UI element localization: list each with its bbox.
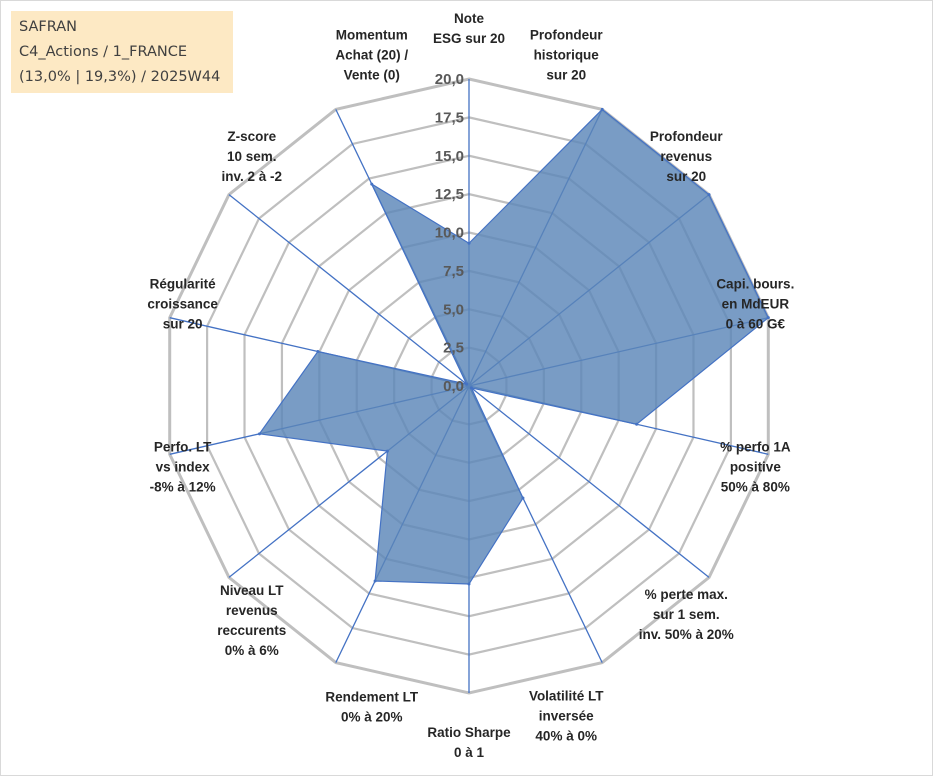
tick-label: 12,5: [435, 186, 464, 203]
tick-label: 10,0: [435, 225, 464, 242]
data-point: [373, 579, 377, 583]
category-label-line: % perfo 1A: [720, 440, 791, 455]
category-label-line: Régularité: [150, 276, 217, 291]
category-label-line: positive: [730, 460, 782, 475]
data-point: [316, 350, 320, 354]
data-point: [635, 422, 639, 426]
category-label-line: revenus: [226, 603, 278, 618]
data-point: [467, 241, 471, 245]
data-point: [257, 432, 261, 436]
data-point: [600, 107, 604, 111]
tick-label: 7,5: [443, 263, 464, 280]
category-label: Note ESG sur 20: [433, 11, 505, 46]
category-label-line: reccurents: [217, 623, 286, 638]
category-label-line: Z-score: [227, 129, 276, 144]
category-label-line: Ratio Sharpe: [427, 725, 511, 740]
tick-label: 20,0: [435, 71, 464, 88]
category-label-line: 50% à 80%: [721, 480, 790, 495]
spoke-line: [468, 385, 710, 578]
category-label-line: sur 20: [546, 67, 586, 82]
category-label-line: Rendement LT: [325, 690, 419, 705]
data-point: [707, 193, 711, 197]
category-label: Capi. bours. en MdEUR 0 à 60 G€: [716, 276, 794, 331]
category-label: Ratio Sharpe 0 à 1: [427, 725, 511, 760]
tick-label: 0,0: [443, 378, 464, 395]
data-point: [385, 449, 389, 453]
radial-tick-labels: 0,0 2,5 5,0 7,5 10,0 12,5 15,0 17,5 20,0: [435, 71, 464, 395]
category-label-line: Profondeur: [530, 27, 603, 42]
category-label-line: Vente (0): [344, 67, 400, 82]
category-label-line: revenus: [660, 149, 712, 164]
category-label-line: Niveau LT: [220, 583, 284, 598]
tick-label: 17,5: [435, 109, 464, 126]
tick-label: 2,5: [443, 340, 464, 357]
category-label: Régularité croissance sur 20: [147, 276, 218, 331]
category-label-line: 0 à 60 G€: [726, 316, 786, 331]
category-label-line: inv. 2 à -2: [221, 169, 282, 184]
category-label: Niveau LT revenus reccurents 0% à 6%: [217, 583, 286, 658]
tick-label: 5,0: [443, 301, 464, 318]
category-label-line: inversée: [539, 709, 594, 724]
category-label-line: historique: [534, 47, 600, 62]
info-box: SAFRAN C4_Actions / 1_FRANCE (13,0% | 19…: [11, 11, 233, 93]
category-label-line: vs index: [156, 460, 211, 475]
category-label-line: -8% à 12%: [150, 480, 216, 495]
category-label-line: ESG sur 20: [433, 31, 505, 46]
company-name: SAFRAN: [19, 19, 77, 35]
spoke-line: [228, 194, 470, 387]
category-label: Rendement LT 0% à 20%: [325, 690, 419, 725]
category-label-line: Note: [454, 11, 484, 26]
category-label-line: Volatilité LT: [529, 689, 604, 704]
portfolio-label: C4_Actions / 1_FRANCE: [19, 44, 188, 60]
category-label: Perfo. LT vs index -8% à 12%: [150, 440, 216, 495]
category-label-line: 40% à 0%: [535, 729, 597, 744]
data-point: [467, 582, 471, 586]
data-point: [370, 182, 374, 186]
category-label: Volatilité LT inversée 40% à 0%: [529, 689, 604, 744]
category-label: Profondeur revenus sur 20: [650, 129, 723, 184]
data-point: [469, 386, 473, 390]
category-label-line: 0 à 1: [454, 745, 485, 760]
category-label-line: 0% à 20%: [341, 710, 403, 725]
radar-series: [257, 107, 770, 586]
category-label-line: Achat (20) /: [335, 47, 408, 62]
category-label: % perte max. sur 1 sem. inv. 50% à 20%: [639, 587, 734, 642]
category-label-line: croissance: [147, 296, 218, 311]
category-label: Z-score 10 sem. inv. 2 à -2: [221, 129, 282, 184]
category-label-line: 0% à 6%: [225, 643, 279, 658]
category-label-line: en MdEUR: [722, 296, 790, 311]
category-label-line: Profondeur: [650, 129, 723, 144]
category-label-line: Momentum: [336, 27, 408, 42]
category-label-line: 10 sem.: [227, 149, 277, 164]
category-label-line: sur 1 sem.: [653, 607, 720, 622]
category-labels: Note ESG sur 20 Profondeur historique sur 20…: [147, 11, 794, 760]
category-label-line: sur 20: [666, 169, 706, 184]
category-label: Profondeur historique sur 20: [530, 27, 603, 82]
tick-label: 15,0: [435, 148, 464, 165]
category-label: Momentum Achat (20) / Vente (0): [335, 27, 408, 82]
category-label-line: % perte max.: [645, 587, 728, 602]
category-label-line: Perfo. LT: [154, 440, 212, 455]
category-label-line: inv. 50% à 20%: [639, 627, 734, 642]
data-point: [465, 382, 469, 386]
data-point: [521, 496, 525, 500]
stats-label: (13,0% | 19,3%) / 2025W44: [19, 69, 221, 85]
category-label-line: sur 20: [163, 316, 203, 331]
data-point: [766, 316, 770, 320]
category-label-line: Capi. bours.: [716, 276, 794, 291]
category-label: % perfo 1A positive 50% à 80%: [720, 440, 791, 495]
